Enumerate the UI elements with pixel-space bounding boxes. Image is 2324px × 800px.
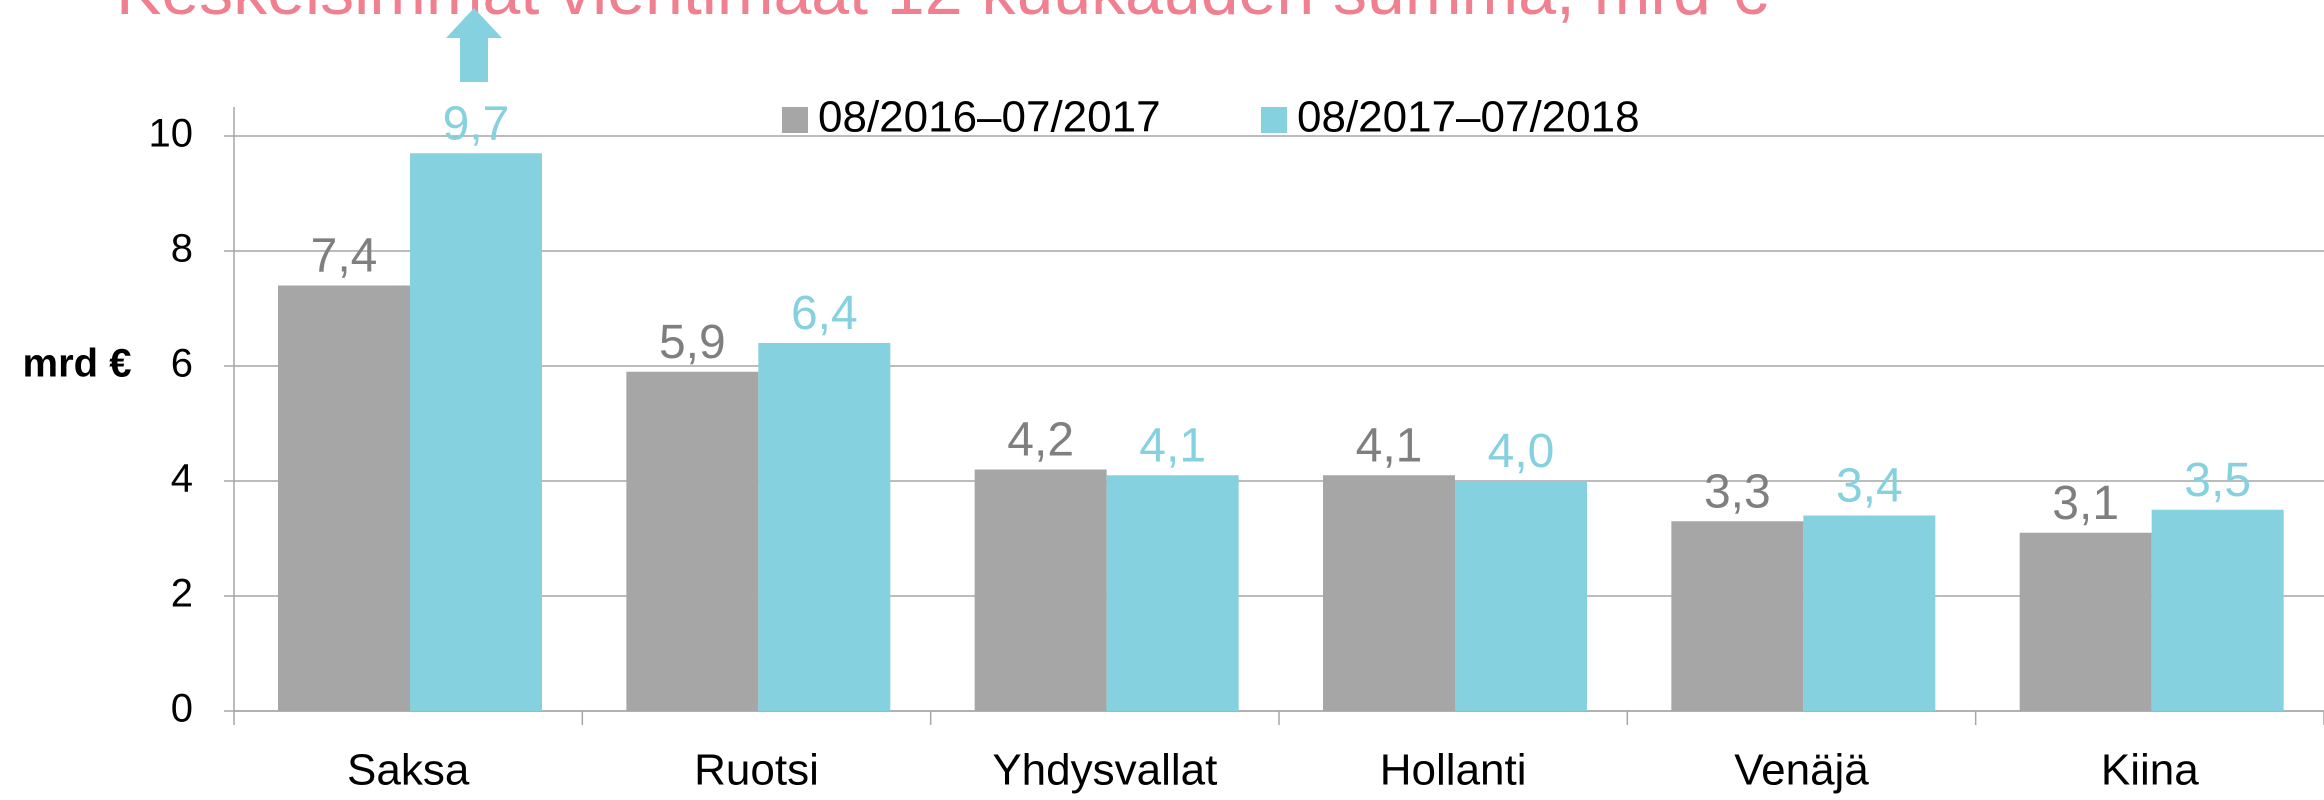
bar <box>1455 481 1587 711</box>
bar <box>2019 532 2152 711</box>
bar <box>1106 475 1239 711</box>
arrow <box>446 8 502 82</box>
value-label: 3,5 <box>2184 454 2251 507</box>
bar <box>758 343 891 711</box>
y-tick-label: 10 <box>149 112 194 156</box>
bar <box>278 285 410 711</box>
value-label: 5,9 <box>659 316 726 369</box>
value-label: 3,4 <box>1836 460 1903 513</box>
value-label: 9,7 <box>443 97 510 150</box>
value-label: 4,1 <box>1356 419 1423 472</box>
value-label: 6,4 <box>791 287 858 340</box>
bar <box>2151 509 2284 711</box>
bar <box>410 153 542 711</box>
legend-label: 08/2017–07/2018 <box>1297 93 1640 142</box>
x-tick-label: Hollanti <box>1380 746 1527 795</box>
legend-swatch <box>782 107 808 133</box>
bar <box>626 371 759 711</box>
y-tick-label: 6 <box>171 342 193 386</box>
x-tick-label: Venäjä <box>1734 746 1869 795</box>
x-tick-label: Kiina <box>2101 746 2199 795</box>
value-label: 7,4 <box>311 230 378 283</box>
y-tick-label: 8 <box>171 227 193 271</box>
value-label: 4,2 <box>1007 414 1074 467</box>
value-label: 4,1 <box>1139 419 1206 472</box>
legend-label: 08/2016–07/2017 <box>818 93 1161 142</box>
x-tick-label: Yhdysvallat <box>992 746 1217 795</box>
y-tick-label: 2 <box>171 572 193 616</box>
value-label: 3,3 <box>1704 465 1771 518</box>
y-tick-label: 4 <box>171 457 193 501</box>
legend-swatch <box>1261 107 1287 133</box>
value-label: 4,0 <box>1488 425 1555 478</box>
y-tick-label: 0 <box>171 687 193 731</box>
x-tick-label: Ruotsi <box>694 746 819 795</box>
y-axis-label: mrd € <box>23 342 132 386</box>
bar <box>1323 475 1455 711</box>
bar <box>1803 515 1936 711</box>
chart-title: Keskeisimmät vientimaat 12 kuukauden sum… <box>116 0 1768 29</box>
bar <box>1671 521 1804 711</box>
value-label: 3,1 <box>2052 477 2119 530</box>
x-tick-label: Saksa <box>347 746 470 795</box>
bar <box>974 469 1107 711</box>
